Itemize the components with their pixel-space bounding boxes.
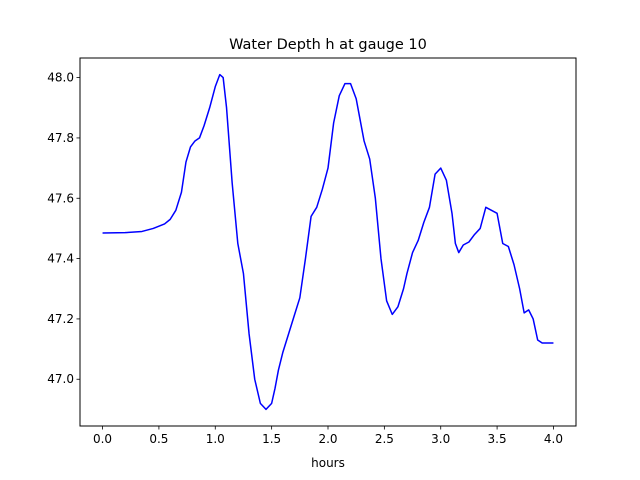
x-tick-label: 2.5 <box>375 432 394 446</box>
y-tick-label: 47.2 <box>47 312 74 326</box>
series-line-0 <box>102 73 554 411</box>
y-tick-label: 47.6 <box>47 191 74 205</box>
series-layer <box>102 73 554 411</box>
x-tick-label: 1.0 <box>206 432 225 446</box>
x-axis-label: hours <box>311 456 345 470</box>
y-tick-label: 47.8 <box>47 131 74 145</box>
y-axis-ticks: 47.0 47.2 47.4 47.6 47.8 48.0 <box>47 71 80 386</box>
y-tick-label: 48.0 <box>47 71 74 85</box>
y-tick-label: 47.0 <box>47 372 74 386</box>
x-tick-label: 1.5 <box>262 432 281 446</box>
x-tick-label: 3.5 <box>488 432 507 446</box>
x-tick-label: 3.0 <box>431 432 450 446</box>
x-tick-label: 2.0 <box>318 432 337 446</box>
y-tick-label: 47.4 <box>47 252 74 266</box>
x-tick-label: 0.5 <box>149 432 168 446</box>
x-axis-ticks: 0.0 0.5 1.0 1.5 2.0 2.5 3.0 3.5 4.0 <box>93 426 563 446</box>
x-tick-label: 4.0 <box>544 432 563 446</box>
chart-title: Water Depth h at gauge 10 <box>229 37 427 53</box>
x-tick-label: 0.0 <box>93 432 112 446</box>
